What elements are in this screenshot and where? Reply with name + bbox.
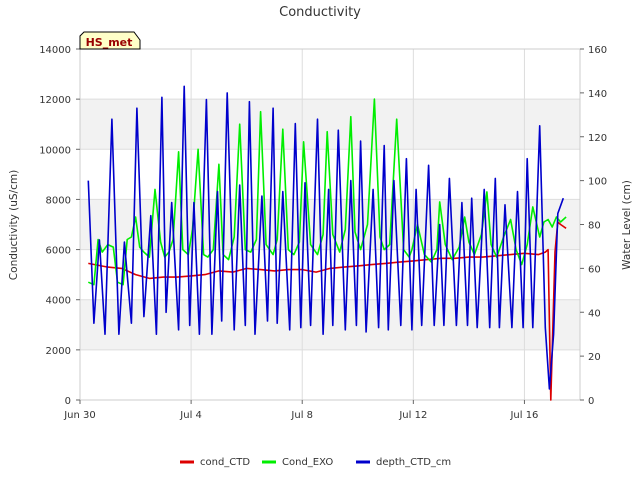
x-tick-label: Jul 12 [398, 410, 427, 421]
legend-label-Cond_EXO: Cond_EXO [282, 457, 333, 468]
y-tick-label-right: 40 [588, 308, 601, 319]
y-tick-label-left: 10000 [39, 145, 71, 156]
y-tick-label-left: 12000 [39, 95, 71, 106]
legend: cond_CTD Cond_EXO depth_CTD_cm [180, 457, 451, 468]
y-axis-right-label: Water Level (cm) [621, 180, 633, 270]
x-tick-label: Jul 8 [290, 410, 313, 421]
chart-title: Conductivity [279, 5, 361, 20]
y-axis-left-label: Conductivity (uS/cm) [8, 170, 20, 280]
y-tick-label-right: 60 [588, 264, 601, 275]
grid-band [80, 99, 580, 150]
y-tick-label-right: 20 [588, 352, 601, 363]
y-tick-label-left: 4000 [46, 296, 71, 307]
y-tick-label-right: 100 [588, 177, 607, 188]
legend-label-cond_CTD: cond_CTD [200, 457, 250, 468]
series-group [87, 85, 567, 401]
y-tick-label-left: 8000 [46, 195, 71, 206]
series-line-depth_CTD_cm [87, 85, 565, 390]
y-tick-label-right: 120 [588, 133, 607, 144]
y-tick-label-right: 160 [588, 45, 607, 56]
badge-box [79, 31, 141, 50]
badge-label: HS_met [86, 36, 133, 49]
y-tick-label-left: 2000 [46, 346, 71, 357]
y-tick-label-right: 80 [588, 221, 601, 232]
y-tick-label-right: 0 [588, 396, 594, 407]
y-tick-label-right: 140 [588, 89, 607, 100]
y-tick-label-left: 14000 [39, 45, 71, 56]
y-tick-label-left: 0 [65, 396, 71, 407]
y-axis-right: 0 20 40 60 80 100 120 140 160 [580, 45, 607, 407]
x-tick-label: Jun 30 [63, 410, 96, 421]
y-axis-left: 0 2000 4000 6000 8000 10000 12000 14000 [39, 45, 80, 407]
x-tick-label: Jul 4 [179, 410, 202, 421]
x-axis: Jun 30 Jul 4 Jul 8 Jul 12 Jul 16 [63, 400, 538, 421]
x-tick-label: Jul 16 [509, 410, 538, 421]
badge: HS_met [79, 31, 141, 50]
grid-band [80, 299, 580, 350]
legend-label-depth_CTD_cm: depth_CTD_cm [376, 457, 451, 468]
series-line-Cond_EXO [87, 98, 567, 286]
y-tick-label-left: 6000 [46, 246, 71, 257]
